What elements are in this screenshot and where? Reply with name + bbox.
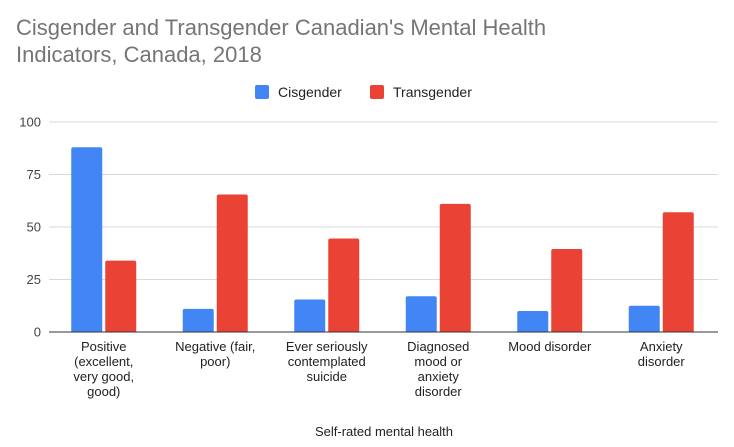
bar-cisgender-3 xyxy=(405,296,437,332)
x-category-label-line: poor) xyxy=(200,354,230,369)
bar-cisgender-5 xyxy=(628,305,660,332)
x-category-label-line: Mood disorder xyxy=(508,339,592,354)
x-category-label-line: disorder xyxy=(638,354,686,369)
x-category-label-line: very good, xyxy=(73,369,134,384)
x-category-label-line: suicide xyxy=(307,369,347,384)
y-tick-label-25: 25 xyxy=(27,272,41,287)
legend-label-cisgender: Cisgender xyxy=(278,84,342,100)
legend-label-transgender: Transgender xyxy=(393,84,472,100)
legend: Cisgender Transgender xyxy=(255,84,472,100)
bars xyxy=(49,147,718,333)
bar-transgender-5 xyxy=(662,212,694,332)
bar-cisgender-2 xyxy=(294,299,326,332)
bar-transgender-3 xyxy=(439,203,471,332)
x-category-label-line: contemplated xyxy=(288,354,366,369)
x-category-label-2: Ever seriously contemplated suicide xyxy=(286,339,368,384)
bar-transgender-0 xyxy=(105,260,137,332)
x-category-label-3: Diagnosed mood or anxiety disorder xyxy=(407,339,469,399)
x-category-label-line: (excellent, xyxy=(74,354,133,369)
bar-cisgender-1 xyxy=(182,308,214,332)
x-category-label-line: anxiety xyxy=(418,369,460,384)
y-axis-ticks: 0 25 50 75 100 xyxy=(19,115,41,340)
x-axis-labels: Positive (excellent, very good, good) Negati… xyxy=(73,339,685,399)
x-category-label-line: disorder xyxy=(415,384,463,399)
x-category-label-line: good) xyxy=(87,384,120,399)
chart-title-line-1: Cisgender and Transgender Canadian's Men… xyxy=(16,15,547,40)
bar-transgender-1 xyxy=(216,194,248,332)
x-axis-title: Self-rated mental health xyxy=(315,424,453,439)
x-category-label-line: Ever seriously xyxy=(286,339,368,354)
legend-swatch-cisgender xyxy=(255,85,269,99)
x-category-label-5: Anxiety disorder xyxy=(638,339,686,369)
legend-swatch-transgender xyxy=(370,85,384,99)
x-category-label-line: mood or xyxy=(414,354,462,369)
bar-transgender-4 xyxy=(551,249,583,332)
bar-cisgender-4 xyxy=(517,311,549,332)
chart-title-line-2: Indicators, Canada, 2018 xyxy=(16,42,262,67)
x-category-label-line: Positive xyxy=(81,339,127,354)
x-category-label-1: Negative (fair, poor) xyxy=(175,339,255,369)
bar-cisgender-0 xyxy=(71,147,103,332)
x-category-label-0: Positive (excellent, very good, good) xyxy=(73,339,134,399)
y-tick-label-100: 100 xyxy=(19,115,41,130)
x-category-label-4: Mood disorder xyxy=(508,339,592,354)
chart-title: Cisgender and Transgender Canadian's Men… xyxy=(16,14,716,68)
x-category-label-line: Diagnosed xyxy=(407,339,469,354)
gridlines xyxy=(49,121,718,333)
x-category-label-line: Anxiety xyxy=(640,339,683,354)
y-tick-label-75: 75 xyxy=(27,167,41,182)
x-category-label-line: Negative (fair, xyxy=(175,339,255,354)
bar-transgender-2 xyxy=(328,238,360,332)
y-tick-label-50: 50 xyxy=(27,220,41,235)
y-tick-label-0: 0 xyxy=(34,325,41,340)
